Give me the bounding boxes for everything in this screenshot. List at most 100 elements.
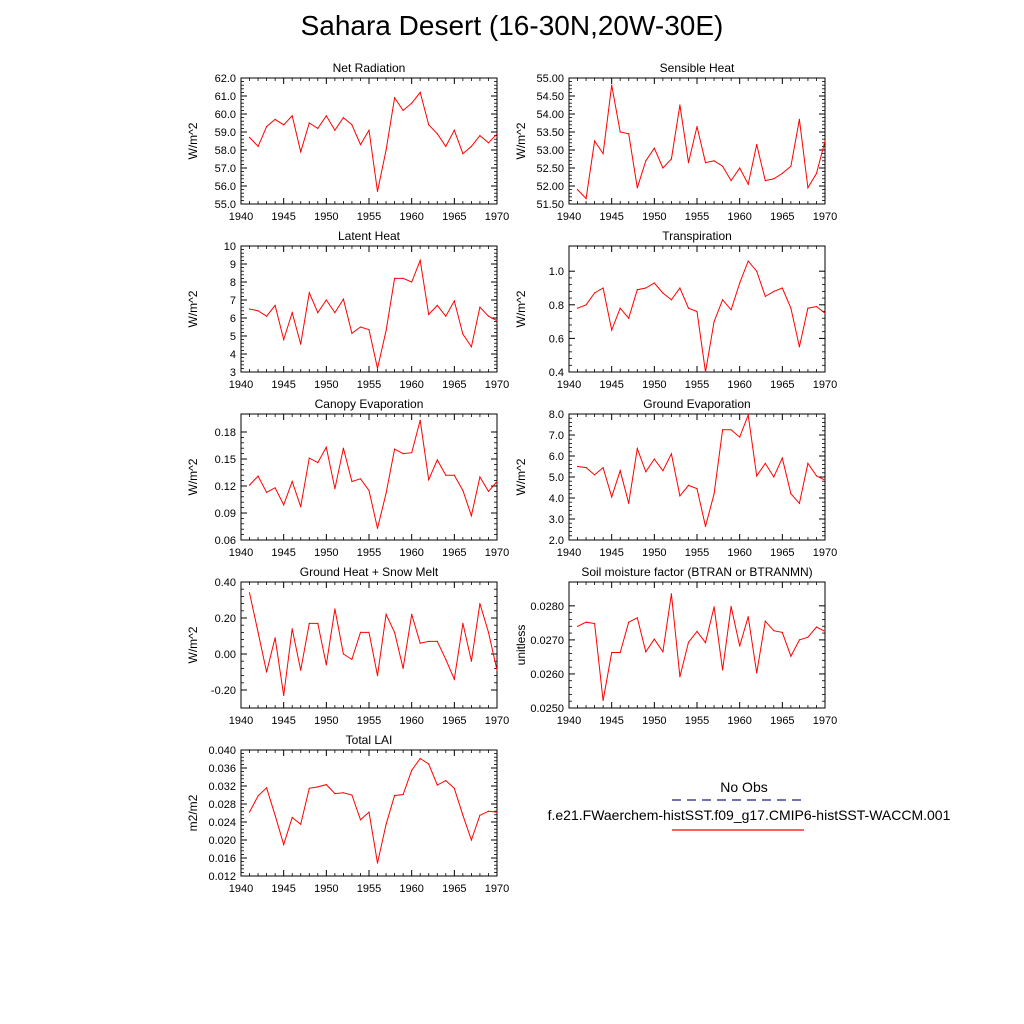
data-point (359, 478, 362, 480)
data-point (602, 153, 604, 155)
data-point (790, 493, 792, 495)
data-point (773, 630, 775, 632)
y-tick-label: 0.0270 (530, 635, 564, 647)
data-point (696, 310, 698, 313)
x-tick-label: 1950 (314, 547, 338, 559)
data-point (394, 97, 396, 99)
data-point (594, 140, 596, 142)
y-tick-label: 0.0280 (530, 601, 564, 613)
data-point (576, 189, 579, 191)
y-tick-label: 4 (230, 349, 236, 361)
data-point (576, 307, 579, 309)
data-point (385, 330, 387, 332)
x-tick-label: 1970 (485, 883, 509, 895)
y-tick-label: 0.00 (215, 649, 236, 661)
data-point (462, 489, 464, 492)
data-point (704, 525, 707, 528)
data-point (670, 593, 673, 595)
data-point (325, 664, 327, 666)
data-point (266, 315, 268, 317)
data-point (334, 793, 336, 795)
data-point (619, 131, 621, 133)
data-point (283, 504, 285, 506)
chart-panel: 1940 1945 1950 1955 1960 1965 1970 55.0 56.0 57.0… (186, 61, 509, 223)
y-tick-label: 9 (230, 259, 236, 271)
y-tick-label: 0.20 (215, 613, 236, 625)
data-point (453, 678, 455, 680)
data-point (496, 669, 498, 671)
data-point (479, 603, 481, 605)
x-tick-label: 1950 (314, 211, 338, 223)
data-point (462, 153, 464, 155)
data-point (402, 793, 404, 796)
data-point (317, 462, 319, 464)
data-point (479, 135, 481, 137)
data-point (351, 794, 353, 796)
data-point (368, 489, 370, 492)
y-tick-label: 0.6 (549, 333, 564, 345)
data-point (376, 675, 379, 677)
data-point (428, 313, 430, 315)
x-tick-label: 1955 (357, 211, 381, 223)
data-point (824, 630, 826, 633)
legend-label-model-run: f.e21.FWaerchem-histSST.f09_g17.CMIP6-hi… (547, 807, 951, 823)
data-point (317, 622, 319, 625)
data-point (419, 419, 421, 421)
data-point (790, 655, 792, 657)
x-tick-label: 1965 (770, 211, 794, 223)
data-point (496, 811, 498, 813)
data-point (470, 145, 472, 147)
data-point (722, 299, 724, 301)
x-tick-label: 1960 (727, 715, 751, 727)
data-point (351, 480, 353, 483)
y-axis-label: unitless (514, 625, 528, 666)
data-point (636, 448, 638, 450)
x-tick-label: 1940 (557, 379, 581, 391)
data-point (739, 167, 741, 169)
chart-panel: 1940 1945 1950 1955 1960 1965 1970 51.50 52.00 52… (514, 61, 837, 223)
data-point (274, 304, 276, 306)
x-tick-label: 1940 (557, 211, 581, 223)
data-point (653, 147, 655, 149)
series-line (249, 592, 498, 696)
data-point (283, 843, 285, 846)
data-point (679, 676, 681, 678)
data-point (790, 307, 792, 309)
x-tick-label: 1970 (485, 379, 509, 391)
data-point (453, 300, 455, 302)
chart-panel: 1940 1945 1950 1955 1960 1965 1970 0.06 0.09 0.12… (186, 397, 509, 559)
data-point (628, 133, 630, 135)
data-point (773, 476, 775, 478)
data-point (445, 145, 447, 147)
data-point (807, 307, 809, 309)
data-point (291, 816, 293, 819)
x-tick-label: 1940 (557, 547, 581, 559)
x-tick-label: 1945 (271, 211, 295, 223)
data-point (679, 495, 681, 497)
data-point (317, 786, 319, 788)
x-tick-label: 1960 (727, 379, 751, 391)
data-point (291, 628, 293, 630)
data-point (419, 91, 421, 93)
data-point (428, 479, 430, 481)
y-tick-label: 0.18 (215, 427, 236, 439)
data-point (283, 694, 285, 697)
data-point (602, 287, 604, 289)
data-point (487, 490, 490, 492)
data-point (585, 198, 587, 200)
data-point (815, 305, 818, 308)
data-point (662, 292, 664, 294)
x-tick-label: 1960 (727, 211, 751, 223)
data-point (300, 823, 302, 825)
data-point (325, 784, 327, 786)
data-point (376, 862, 379, 864)
x-tick-label: 1970 (485, 547, 509, 559)
data-point (798, 502, 801, 504)
x-tick-label: 1950 (314, 379, 338, 391)
y-tick-label: 5 (230, 331, 236, 343)
y-tick-label: 52.50 (536, 163, 564, 175)
y-tick-label: 56.0 (215, 181, 236, 193)
data-point (257, 145, 259, 147)
data-point (636, 617, 638, 619)
